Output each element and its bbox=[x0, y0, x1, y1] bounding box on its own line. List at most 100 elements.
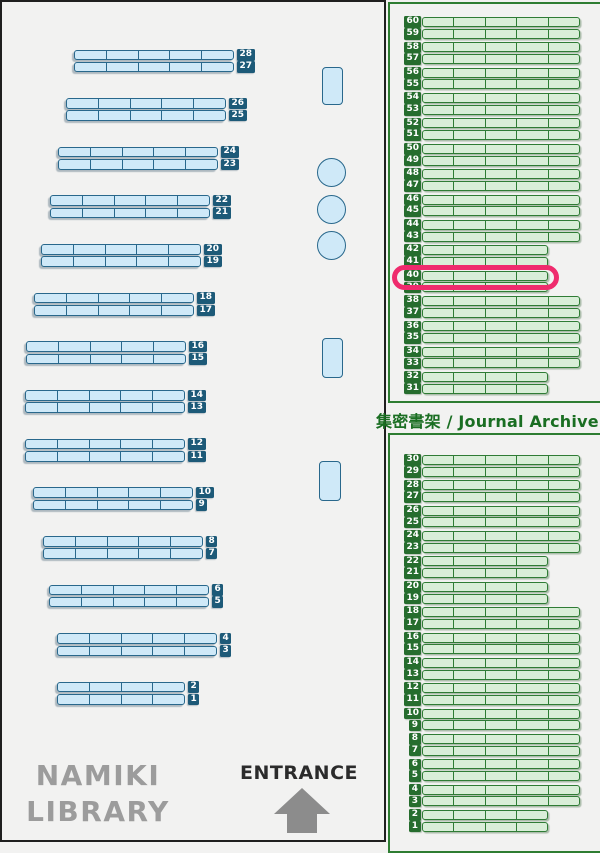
shelf-segment bbox=[549, 30, 579, 38]
shelf bbox=[422, 632, 580, 643]
shelf-segment bbox=[454, 518, 486, 527]
shelf bbox=[43, 548, 203, 559]
shelf-number-tag: 14 bbox=[404, 657, 421, 669]
shelf-row-11: 11 bbox=[25, 450, 206, 462]
shelf-segment bbox=[423, 658, 455, 667]
shelf-segment bbox=[454, 760, 486, 769]
shelf-segment bbox=[549, 119, 579, 127]
shelf bbox=[422, 143, 580, 154]
shelf-segment bbox=[75, 50, 107, 59]
shelf-segment bbox=[74, 257, 106, 266]
shelf-segment bbox=[423, 195, 455, 204]
shelf-segment bbox=[486, 684, 518, 693]
shelf-number-tag: 15 bbox=[189, 353, 207, 365]
fixture-circle bbox=[316, 194, 346, 224]
shelf-segment bbox=[517, 220, 549, 229]
shelf bbox=[422, 67, 580, 78]
shelf-segment bbox=[58, 695, 90, 704]
shelf-segment bbox=[486, 359, 518, 368]
shelf bbox=[422, 28, 580, 39]
shelf bbox=[422, 206, 580, 217]
archive-shelf-row-49: 49 bbox=[404, 154, 580, 167]
shelf-segment bbox=[27, 354, 59, 364]
shelf-segment bbox=[486, 543, 518, 552]
shelf-number-tag: 44 bbox=[404, 219, 421, 231]
shelf-segment bbox=[162, 294, 193, 303]
shelf-segment bbox=[98, 500, 130, 510]
shelf-segment bbox=[549, 797, 579, 805]
fixture-circle bbox=[316, 157, 346, 187]
shelf-number-tag: 17 bbox=[197, 304, 215, 317]
shelf-segment bbox=[423, 569, 455, 578]
shelf-segment bbox=[423, 105, 455, 114]
shelf-segment bbox=[517, 506, 549, 515]
shelf-segment bbox=[517, 823, 547, 831]
shelf-segment bbox=[517, 619, 549, 628]
shelf-segment bbox=[454, 481, 486, 490]
archive-shelf-row-38: 38 bbox=[404, 295, 580, 307]
shelf-segment bbox=[486, 506, 518, 515]
shelf-segment bbox=[454, 322, 486, 331]
shelf-segment bbox=[454, 532, 486, 541]
shelf-segment bbox=[454, 308, 486, 317]
shelf-row-14: 14 bbox=[25, 389, 206, 402]
shelf-segment bbox=[91, 354, 123, 364]
shelf-segment bbox=[26, 403, 58, 412]
shelf-segment bbox=[154, 342, 185, 351]
shelf bbox=[422, 118, 580, 129]
archive-shelf-row-57: 57 bbox=[404, 53, 580, 65]
shelf-segment bbox=[549, 735, 579, 743]
shelf-number-tag: 43 bbox=[404, 230, 421, 243]
shelf-segment bbox=[129, 500, 162, 510]
shelf-segment bbox=[423, 645, 455, 654]
shelf-segment bbox=[454, 333, 486, 342]
tag-wrap: 12 bbox=[404, 682, 421, 694]
shelf bbox=[422, 130, 580, 141]
shelf-segment bbox=[517, 493, 549, 502]
shelf-number-tag: 12 bbox=[188, 438, 206, 450]
shelf-segment bbox=[486, 207, 518, 216]
archive-shelf-row-27: 27 bbox=[404, 491, 580, 503]
shelf-segment bbox=[130, 306, 163, 315]
shelf-segment bbox=[517, 771, 549, 780]
shelf-number-tag: 21 bbox=[404, 567, 421, 579]
library-floor-area bbox=[0, 0, 386, 842]
shelf-segment bbox=[549, 221, 579, 229]
archive-shelf-row-4: 4 bbox=[404, 783, 580, 796]
shelf-segment bbox=[454, 456, 486, 465]
shelf-segment bbox=[454, 734, 486, 743]
shelf-segment bbox=[423, 257, 455, 266]
shelf-segment bbox=[35, 293, 67, 303]
shelf-row-26: 26 bbox=[66, 97, 247, 110]
tag-wrap: 5 bbox=[404, 770, 421, 782]
tag-wrap: 29 bbox=[404, 466, 421, 478]
shelf-segment bbox=[202, 63, 233, 72]
shelf-segment bbox=[423, 43, 455, 52]
shelf-segment bbox=[486, 94, 518, 103]
shelf-segment bbox=[517, 709, 549, 718]
tag-wrap: 35 bbox=[404, 332, 421, 344]
shelf-segment bbox=[549, 297, 579, 305]
shelf-segment bbox=[162, 111, 195, 120]
tag-wrap: 56 bbox=[404, 67, 421, 79]
shelf bbox=[422, 54, 580, 65]
shelf-segment bbox=[74, 245, 106, 254]
shelf-segment bbox=[549, 620, 579, 628]
shelf-segment bbox=[486, 721, 518, 730]
shelf-segment bbox=[185, 647, 216, 656]
shelf-segment bbox=[486, 557, 517, 566]
shelf-segment bbox=[517, 80, 549, 89]
archive-shelf-row-24: 24 bbox=[404, 530, 580, 542]
shelf-segment bbox=[99, 111, 131, 120]
shelf bbox=[34, 292, 194, 304]
shelf bbox=[422, 104, 580, 115]
archive-shelf-row-50: 50 bbox=[404, 143, 580, 155]
shelf bbox=[422, 708, 580, 719]
shelf bbox=[58, 146, 218, 158]
shelf-segment bbox=[423, 55, 455, 64]
tag-wrap: 13 bbox=[404, 668, 421, 681]
shelf-segment bbox=[107, 50, 139, 59]
shelf-segment bbox=[486, 322, 518, 331]
shelf-number-tag: 23 bbox=[404, 542, 421, 554]
shelf bbox=[422, 466, 580, 477]
